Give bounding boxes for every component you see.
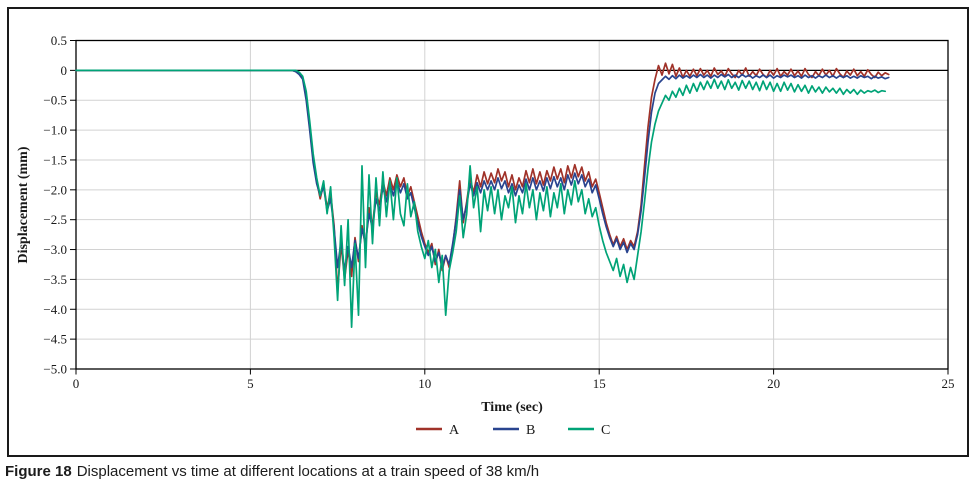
x-tick-label: 0	[73, 376, 80, 391]
figure-border-box	[7, 7, 969, 457]
y-tick-label: −2.5	[43, 212, 67, 227]
series-line-C	[75, 69, 887, 329]
x-tick-label: 25	[942, 376, 955, 391]
x-tick-label: 20	[767, 376, 780, 391]
caption-label: Figure 18	[5, 463, 72, 480]
y-tick-label: −1.0	[43, 123, 67, 138]
y-tick-label: −2.0	[43, 182, 67, 197]
x-tick-label: 15	[593, 376, 606, 391]
x-tick-label: 5	[247, 376, 254, 391]
legend-label-c: C	[601, 423, 610, 438]
y-tick-label: −3.5	[43, 272, 67, 287]
y-tick-label: −3.0	[43, 242, 67, 257]
y-tick-label: −4.0	[43, 302, 67, 317]
y-tick-label: 0	[61, 63, 68, 78]
series-line-A	[75, 62, 890, 293]
y-tick-label: 0.5	[51, 33, 67, 48]
plot-frame	[75, 39, 949, 370]
legend-label-a: A	[449, 423, 460, 438]
figure-caption: Figure 18 Displacement vs time at differe…	[5, 463, 975, 480]
x-axis-title: Time (sec)	[481, 400, 543, 415]
grid-layer: 0 5 10 15 20 25 0.5 0 −0.5 −1.0 −1.5 −2.0 −2.5 −3.0 −3…	[43, 33, 954, 391]
legend-label-b: B	[526, 423, 535, 438]
y-axis-title: Displacement (mm)	[16, 146, 31, 263]
series-layer	[75, 62, 890, 329]
chart-svg: 0 5 10 15 20 25 0.5 0 −0.5 −1.0 −1.5 −2.0 −2.5 −3.0 −3…	[16, 33, 955, 438]
y-tick-label: −4.5	[43, 332, 67, 347]
y-tick-label: −5.0	[43, 362, 67, 377]
x-tick-label: 10	[418, 376, 431, 391]
y-tick-label: −1.5	[43, 152, 67, 167]
legend: A B C	[416, 423, 610, 438]
y-tick-label: −0.5	[43, 93, 67, 108]
caption-text: Displacement vs time at different locati…	[76, 463, 540, 480]
